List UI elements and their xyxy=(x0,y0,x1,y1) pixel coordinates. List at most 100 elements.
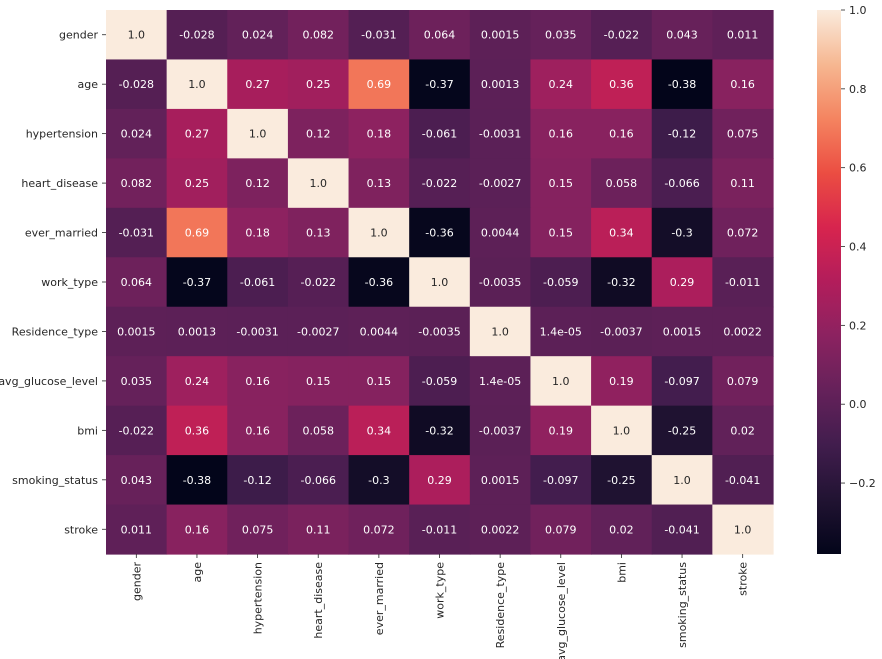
heatmap-cell xyxy=(469,59,532,110)
heatmap-cell xyxy=(287,405,350,456)
x-tick-label: bmi xyxy=(615,562,628,583)
y-tick-label: heart_disease xyxy=(21,177,98,190)
y-tick-label: hypertension xyxy=(26,128,98,141)
heatmap-cell-value: 0.19 xyxy=(549,424,574,437)
heatmap-cell-value: 0.0022 xyxy=(481,523,520,536)
heatmap-cell-value: -0.022 xyxy=(604,29,639,42)
heatmap-cell xyxy=(469,257,532,308)
heatmap-cell-value: 1.0 xyxy=(431,276,449,289)
heatmap-cell xyxy=(409,504,471,555)
heatmap-cell xyxy=(227,504,289,555)
heatmap-cell-value: 0.16 xyxy=(245,375,270,388)
heatmap-cell-value: 0.16 xyxy=(730,78,755,91)
heatmap-cell xyxy=(530,158,592,209)
heatmap-cell xyxy=(712,306,774,357)
heatmap-cell-value: 0.072 xyxy=(727,227,759,240)
heatmap-cell xyxy=(106,158,168,209)
heatmap-cell-value: -0.041 xyxy=(725,474,760,487)
heatmap-cell xyxy=(409,207,471,258)
heatmap-cell-value: 0.34 xyxy=(367,424,392,437)
heatmap-cell xyxy=(651,306,713,357)
heatmap-cell xyxy=(409,158,471,209)
heatmap-cell xyxy=(227,356,289,407)
heatmap-cell-value: 0.25 xyxy=(185,177,210,190)
colorbar-tick-label: 0.8 xyxy=(849,83,867,96)
y-tick-label: Residence_type xyxy=(12,325,99,338)
heatmap-cell xyxy=(287,306,350,357)
heatmap-cell-value: -0.066 xyxy=(300,474,335,487)
heatmap-cell-value: -0.011 xyxy=(422,523,457,536)
heatmap-cell xyxy=(530,207,592,258)
heatmap-cell xyxy=(287,257,350,308)
heatmap-cell xyxy=(712,455,774,506)
heatmap-cell xyxy=(651,405,713,456)
heatmap-cell xyxy=(409,108,471,159)
heatmap-cell xyxy=(106,504,168,555)
heatmap-cell-value: 0.043 xyxy=(666,29,698,42)
heatmap-cell xyxy=(106,405,168,456)
heatmap-cell-value: -0.3 xyxy=(368,474,389,487)
heatmap-cell xyxy=(348,10,410,61)
heatmap-cell xyxy=(106,59,168,110)
heatmap-cell xyxy=(530,356,592,407)
heatmap-cell-value: 0.24 xyxy=(185,375,210,388)
heatmap-cell-value: 0.0044 xyxy=(360,325,399,338)
heatmap-cell-value: 0.34 xyxy=(609,227,634,240)
heatmap-cell-value: 0.024 xyxy=(121,128,153,141)
x-tick-label: gender xyxy=(130,562,143,601)
heatmap-cell xyxy=(530,405,592,456)
heatmap-cell xyxy=(469,356,532,407)
heatmap-cell-value: -0.32 xyxy=(607,276,635,289)
heatmap-cell-value: -0.059 xyxy=(422,375,457,388)
colorbar-gradient xyxy=(817,10,841,554)
heatmap-cell-labels: 1.0 -0.028 0.024 0.082 -0.031 0.064 0.0015 0.03… xyxy=(117,29,762,537)
heatmap-cell xyxy=(712,158,774,209)
heatmap-cell xyxy=(166,405,228,456)
heatmap-cell xyxy=(348,356,410,407)
heatmap-cell xyxy=(287,158,350,209)
heatmap-cell xyxy=(287,207,350,258)
heatmap-cell xyxy=(106,455,168,506)
heatmap-cell xyxy=(166,10,228,61)
heatmap-cell-value: -0.3 xyxy=(671,227,692,240)
heatmap-cell-value: 0.02 xyxy=(730,424,755,437)
heatmap-cell xyxy=(166,356,228,407)
heatmap-cell-value: 0.16 xyxy=(549,128,574,141)
heatmap-cell xyxy=(530,10,592,61)
heatmap-cell-value: 0.27 xyxy=(245,78,270,91)
heatmap-cell xyxy=(712,405,774,456)
heatmap-cell-value: 0.15 xyxy=(367,375,392,388)
heatmap-cell-value: 0.064 xyxy=(424,29,456,42)
heatmap-cell-value: 0.072 xyxy=(363,523,395,536)
x-tick-label: Residence_type xyxy=(494,562,507,649)
heatmap-cell xyxy=(469,455,532,506)
heatmap-cell-value: 0.15 xyxy=(549,177,574,190)
heatmap-cell-value: -0.38 xyxy=(668,78,696,91)
heatmap-cell xyxy=(712,59,774,110)
heatmap-cell xyxy=(591,455,653,506)
heatmap-cell-value: -0.0035 xyxy=(479,276,521,289)
heatmap-cell-value: -0.031 xyxy=(119,227,154,240)
heatmap-cell xyxy=(651,59,713,110)
heatmap-cell-value: 1.0 xyxy=(734,523,752,536)
heatmap-cell-value: 1.0 xyxy=(249,128,267,141)
heatmap-cell xyxy=(166,504,228,555)
heatmap-cell xyxy=(348,257,410,308)
heatmap-cell-value: 0.075 xyxy=(242,523,274,536)
heatmap-cell xyxy=(106,108,168,159)
heatmap-cell xyxy=(651,455,713,506)
heatmap-cell xyxy=(409,59,471,110)
heatmap-cell xyxy=(469,108,532,159)
heatmap-cell xyxy=(469,10,532,61)
heatmap-cell xyxy=(651,504,713,555)
heatmap-cell xyxy=(227,59,289,110)
heatmap-cell xyxy=(166,59,228,110)
heatmap-cell xyxy=(106,10,168,61)
heatmap-cell xyxy=(287,356,350,407)
x-tick-label: work_type xyxy=(434,562,447,619)
heatmap-cell-value: 1.0 xyxy=(188,78,206,91)
heatmap-cell-value: -0.022 xyxy=(119,424,154,437)
y-tick-label: stroke xyxy=(64,523,98,536)
heatmap-cell-value: 0.13 xyxy=(306,227,331,240)
heatmap-cell xyxy=(591,257,653,308)
